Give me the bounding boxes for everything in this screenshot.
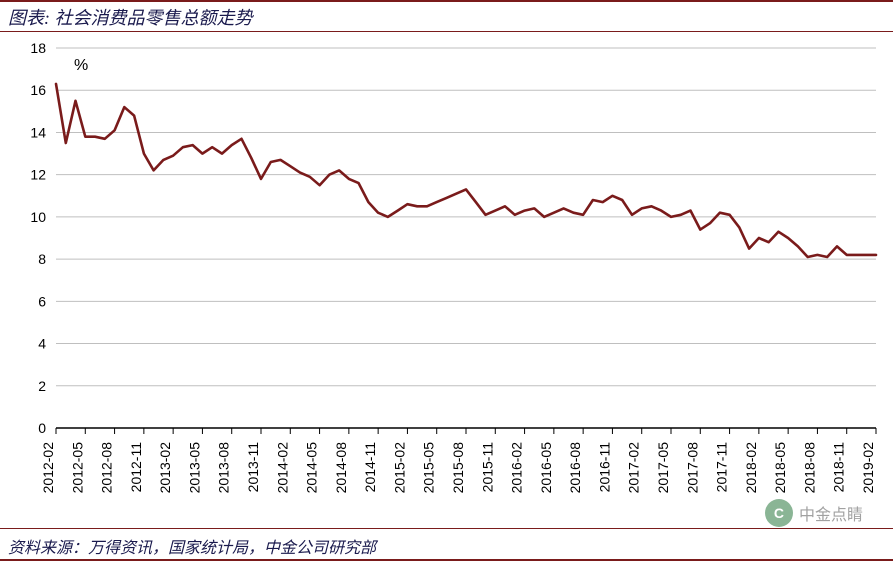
svg-text:2016-08: 2016-08 [567, 442, 583, 494]
svg-text:2012-05: 2012-05 [69, 442, 85, 494]
svg-text:2017-02: 2017-02 [626, 442, 642, 494]
svg-text:10: 10 [30, 209, 46, 225]
watermark-logo: C [765, 499, 793, 527]
svg-text:2012-02: 2012-02 [40, 442, 56, 494]
title-bar: 图表: 社会消费品零售总额走势 [0, 0, 893, 32]
source-bar: 资料来源：万得资讯，国家统计局，中金公司研究部 [0, 528, 893, 560]
svg-text:2017-08: 2017-08 [684, 442, 700, 494]
svg-text:2014-11: 2014-11 [362, 442, 378, 493]
svg-text:2014-08: 2014-08 [333, 442, 349, 494]
svg-text:2015-02: 2015-02 [391, 442, 407, 494]
svg-text:6: 6 [38, 293, 46, 309]
svg-text:2018-02: 2018-02 [743, 442, 759, 494]
svg-text:2015-05: 2015-05 [421, 442, 437, 494]
chart-container: 图表: 社会消费品零售总额走势 0 2 4 6 8 10 12 14 16 18% 2012-02 2… [0, 0, 893, 563]
svg-text:2018-08: 2018-08 [801, 442, 817, 494]
svg-text:2013-11: 2013-11 [245, 442, 261, 493]
svg-text:2017-11: 2017-11 [714, 442, 730, 493]
svg-text:2018-05: 2018-05 [772, 442, 788, 494]
svg-text:2013-02: 2013-02 [157, 442, 173, 494]
svg-text:12: 12 [30, 167, 46, 183]
svg-text:2013-08: 2013-08 [216, 442, 232, 494]
svg-text:%: % [74, 57, 88, 74]
watermark-text: 中金点睛 [799, 501, 863, 525]
source-text: 资料来源：万得资讯，国家统计局，中金公司研究部 [8, 534, 376, 558]
title-rule-top [0, 0, 893, 2]
svg-text:18: 18 [30, 40, 46, 56]
svg-text:2016-02: 2016-02 [509, 442, 525, 494]
svg-text:2015-08: 2015-08 [450, 442, 466, 494]
svg-text:2012-08: 2012-08 [99, 442, 115, 494]
svg-text:4: 4 [38, 336, 46, 352]
svg-text:2018-11: 2018-11 [831, 442, 847, 493]
svg-text:2: 2 [38, 378, 46, 394]
svg-text:2014-05: 2014-05 [304, 442, 320, 494]
title-rule-bottom [0, 31, 893, 32]
line-chart-svg: 0 2 4 6 8 10 12 14 16 18% 2012-02 2012-05 2012-08 201… [0, 38, 893, 528]
svg-text:2012-11: 2012-11 [128, 442, 144, 493]
svg-text:2016-05: 2016-05 [538, 442, 554, 494]
svg-text:0: 0 [38, 420, 46, 436]
svg-text:2014-02: 2014-02 [274, 442, 290, 494]
watermark: C 中金点睛 [765, 499, 863, 527]
svg-text:2013-05: 2013-05 [186, 442, 202, 494]
svg-text:2015-11: 2015-11 [479, 442, 495, 493]
svg-text:14: 14 [30, 124, 46, 140]
svg-text:2017-05: 2017-05 [655, 442, 671, 494]
source-rule-top [0, 528, 893, 529]
plot-area: 0 2 4 6 8 10 12 14 16 18% 2012-02 2012-05 2012-08 201… [0, 38, 893, 528]
svg-text:8: 8 [38, 251, 46, 267]
svg-text:2019-02: 2019-02 [860, 442, 876, 494]
svg-text:2016-11: 2016-11 [596, 442, 612, 493]
source-rule-bottom [0, 559, 893, 561]
chart-title: 图表: 社会消费品零售总额走势 [8, 4, 253, 30]
svg-text:16: 16 [30, 82, 46, 98]
